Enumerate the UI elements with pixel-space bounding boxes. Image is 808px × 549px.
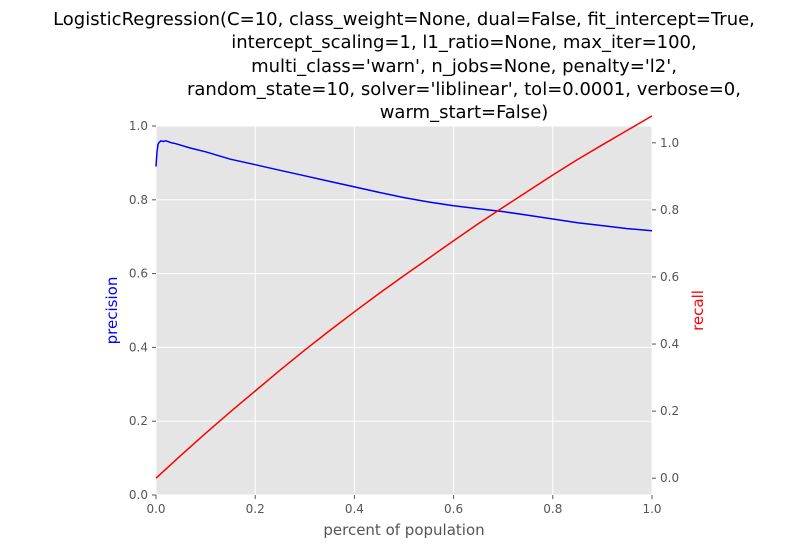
x-tick-label: 1.0 [642, 502, 661, 516]
y-left-tick-label: 0.8 [129, 193, 148, 207]
y-left-tick-label: 0.6 [129, 267, 148, 281]
y-left-tick-label: 0.2 [129, 414, 148, 428]
x-axis-ticks: 0.0 0.2 0.4 0.6 0.8 1.0 [146, 495, 662, 516]
precision-line [155, 140, 653, 232]
chart-title-line: intercept_scaling=1, l1_ratio=None, max_… [231, 32, 696, 53]
x-tick-label: 0.2 [246, 502, 265, 516]
x-tick-label: 0.6 [444, 502, 463, 516]
plot-area [156, 126, 652, 495]
chart-title: LogisticRegression(C=10, class_weight=No… [53, 9, 755, 123]
chart-title-line: multi_class='warn', n_jobs=None, penalty… [251, 56, 677, 77]
y-right-tick-label: 0.6 [660, 270, 679, 284]
series-lines [155, 115, 653, 479]
y-right-tick-label: 0.8 [660, 203, 679, 217]
y-right-tick-label: 1.0 [660, 136, 679, 150]
y-left-axis-label: precision [103, 277, 121, 345]
y-left-tick-label: 0.4 [129, 340, 148, 354]
y-left-tick-label: 0.0 [129, 488, 148, 502]
y-right-tick-label: 0.4 [660, 337, 679, 351]
chart-title-line: random_state=10, solver='liblinear', tol… [187, 79, 741, 100]
x-tick-label: 0.0 [146, 502, 165, 516]
y-right-axis-ticks: 0.0 0.2 0.4 0.6 0.8 1.0 [652, 136, 679, 485]
y-right-tick-label: 0.2 [660, 404, 679, 418]
chart-title-line: warm_start=False) [380, 102, 549, 123]
x-tick-label: 0.4 [345, 502, 364, 516]
chart-title-line: LogisticRegression(C=10, class_weight=No… [53, 9, 755, 30]
y-left-axis-ticks: 0.0 0.2 0.4 0.6 0.8 1.0 [129, 119, 156, 502]
y-left-tick-label: 1.0 [129, 119, 148, 133]
x-axis-label: percent of population [323, 521, 484, 539]
recall-line [155, 115, 653, 479]
x-tick-label: 0.8 [543, 502, 562, 516]
y-right-tick-label: 0.0 [660, 471, 679, 485]
y-right-axis-label: recall [689, 290, 707, 331]
